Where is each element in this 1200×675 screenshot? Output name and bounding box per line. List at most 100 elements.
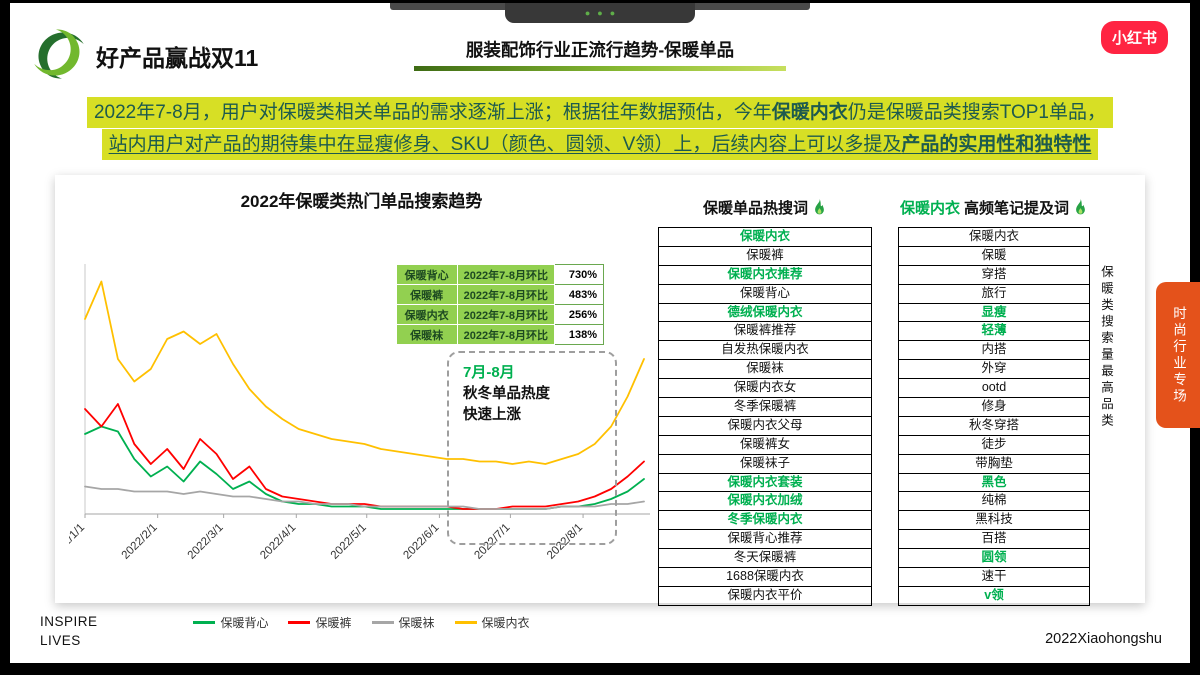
legend-item: 保暖内衣 [454,614,530,631]
subtitle-underline [414,66,786,71]
slide: ●●● 好产品赢战双11 服装配饰行业正流行趋势-保暖单品 小红书 2022年7… [10,3,1190,663]
keyword-item: 保暖 [899,245,1089,265]
keyword-item: 保暖袜子 [659,453,871,473]
keyword-item: 保暖内衣父母 [659,415,871,435]
annotation-text-2: 快速上涨 [463,407,521,424]
legend-swatch [288,621,311,624]
comparison-cell: 2022年7-8月环比 [456,304,556,325]
annotation-period: 7月-8月 [463,364,515,381]
legend-item: 保暖裤 [288,614,352,631]
legend-label: 保暖裤 [315,616,352,630]
chart-title: 2022年保暖类热门单品搜索趋势 [240,192,483,211]
comparison-cell: 保暖背心 [395,264,458,285]
keyword-item: 徒步 [899,434,1089,454]
comparison-cell: 保暖裤 [395,284,458,305]
keyword-item: 冬季保暖裤 [659,397,871,416]
keyword-item: 外穿 [899,359,1089,378]
comparison-row: 保暖内衣 2022年7-8月环比 256% [395,304,604,325]
keyword-item: 冬季保暖内衣 [659,510,871,529]
session-tab-label: 时尚行业专场 [1171,305,1186,405]
comparison-row: 保暖背心 2022年7-8月环比 730% [395,264,604,285]
chart-legend: 保暖背心 保暖裤 保暖袜 保暖内衣 [69,614,654,631]
chart-annotation: 7月-8月 秋冬单品热度 快速上涨 [447,351,617,545]
insight-1-pre: 2022年7-8月，用户对保暖类相关单品的需求逐渐上涨；根据往年数据预估，今年 [93,102,772,123]
mention-title-highlight: 保暖内衣 [899,199,960,217]
inspire-line-1: INSPIRE [40,614,98,630]
annotation-text-1: 秋冬单品热度 [463,386,550,402]
side-note-col: 保暖类搜索量最高品类 [1098,185,1113,593]
keyword-item: 保暖内衣加绒 [659,491,871,510]
keyword-item: 保暖内衣推荐 [659,264,871,284]
copyright-text: 2022Xiaohongshu [1045,631,1162,647]
insight-1-post: 仍是保暖品类搜索TOP1单品， [847,102,1107,123]
flame-icon [1076,198,1085,214]
keyword-item: 速干 [899,567,1089,586]
mention-title-rest: 高频笔记提及词 [964,199,1070,217]
flame-icon [815,198,824,214]
keyword-item: 保暖背心推荐 [659,529,871,548]
legend-label: 保暖袜 [398,616,435,630]
hot-search-title-text: 保暖单品热搜词 [702,199,808,217]
comparison-cell: 256% [554,304,604,325]
svg-text:2022/6/1: 2022/6/1 [401,522,441,562]
legend-swatch [454,621,477,624]
insight-2-pre: 站内用户对产品的期待集中在显瘦修身、SKU（颜色、圆领、V领）上，后续内容上可以… [108,134,902,155]
keyword-item: 纯棉 [899,491,1089,510]
slide-subtitle: 服装配饰行业正流行趋势-保暖单品 [465,40,735,60]
slide-header-center: 服装配饰行业正流行趋势-保暖单品 [10,37,1190,71]
keyword-item: 保暖裤女 [659,434,871,454]
keyword-item: 内搭 [899,340,1089,359]
comparison-cell: 2022年7-8月环比 [456,324,556,345]
legend-swatch [193,621,216,624]
comparison-cell: 保暖内衣 [395,304,458,325]
legend-item: 保暖背心 [193,614,268,631]
keyword-item: 保暖裤推荐 [659,321,871,340]
legend-swatch [371,621,394,624]
slide-title: 好产品赢战双11 [96,45,259,71]
insight-line-1: 2022年7-8月，用户对保暖类相关单品的需求逐渐上涨；根据往年数据预估，今年保… [86,97,1114,128]
keyword-item: 保暖内衣平价 [659,585,871,605]
svg-text:2022/5/1: 2022/5/1 [329,522,369,562]
trend-chart-svg: 2022/1/1 2022/2/1 2022/3/1 2022/4/1 2022/5/1… [69,264,650,562]
keyword-item: 保暖裤 [659,245,871,265]
presentation-toolbar-handle[interactable]: ●●● [505,3,695,23]
keyword-item: 保暖内衣套装 [659,472,871,492]
mention-list: 保暖内衣 保暖 穿搭 旅行 显瘦 轻薄 内搭 外穿 ootd 修身 秋冬穿搭 徒步 带胸垫 黑色 纯棉 黑科技… [898,227,1090,606]
legend-item: 保暖袜 [371,614,435,631]
keyword-item: 保暖袜 [659,359,871,378]
keyword-item: v领 [899,585,1089,605]
keyword-item: 保暖内衣 [968,229,1019,243]
keyword-item: 修身 [899,397,1089,416]
keyword-item: 冬天保暖裤 [659,548,871,567]
trend-chart-section: 2022年保暖类热门单品搜索趋势 2022/1/1 2022/2/1 2022/3/… [69,185,654,630]
comparison-cell: 138% [554,324,604,345]
inspire-line-2: LIVES [40,633,81,649]
insight-1-keyword: 保暖内衣 [771,102,848,123]
comparison-cell: 483% [554,284,604,305]
hot-search-list: 保暖内衣 保暖裤 保暖内衣推荐 保暖背心 德绒保暖内衣 保暖裤推荐 自发热保暖内衣 保暖袜 保暖… [658,227,872,606]
keyword-item: 百搭 [899,529,1089,548]
comparison-cell: 730% [554,264,604,285]
keyword-item: 带胸垫 [899,453,1089,473]
keyword-item: 保暖背心 [659,283,871,303]
xiaohongshu-logo: 小红书 [1100,21,1168,54]
comparison-cell: 2022年7-8月环比 [456,264,556,285]
comparison-row: 保暖袜 2022年7-8月环比 138% [395,324,604,345]
category-note: 保暖类搜索量最高品类 [1099,265,1113,430]
trend-chart: 2022/1/1 2022/2/1 2022/3/1 2022/4/1 2022/5/1… [69,256,654,648]
legend-label: 保暖背心 [220,616,269,630]
comparison-cell: 保暖袜 [395,324,458,345]
toolbar-dots-icon[interactable]: ●●● [584,7,623,18]
keyword-item: 秋冬穿搭 [899,415,1089,435]
mention-title: 保暖内衣 高频笔记提及词 [898,195,1090,219]
legend-label: 保暖内衣 [481,616,530,630]
comparison-table: 保暖背心 2022年7-8月环比 730% 保暖裤 2022年7-8月环比 483% 保暖内… [395,264,604,345]
svg-text:2022/4/1: 2022/4/1 [258,522,298,562]
keyword-item: 1688保暖内衣 [659,567,871,586]
comparison-cell: 2022年7-8月环比 [456,284,556,305]
hot-search-title: 保暖单品热搜词 [658,195,872,219]
keyword-item: 保暖内衣 [739,229,790,243]
insight-2-keyword: 产品的实用性和独特性 [901,134,1092,155]
keyword-item: 黑色 [899,472,1089,492]
keyword-item: 德绒保暖内衣 [659,302,871,322]
